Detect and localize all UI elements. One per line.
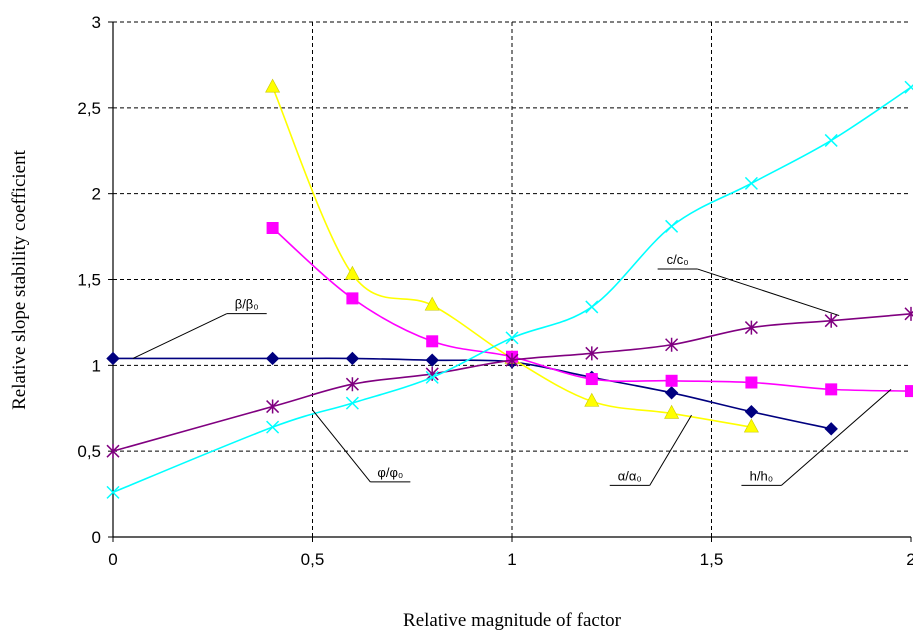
axes: 0 0,5 1 1,5 2 0 0,5 1 1,5 2 2,5 3: [77, 13, 913, 569]
data-point: [743, 418, 759, 433]
callouts: β/β₀ φ/φ₀ α/α₀ h/h₀ c/c₀: [132, 252, 892, 486]
data-point: [345, 377, 359, 392]
series-x: [106, 80, 913, 499]
data-point: [425, 366, 439, 381]
y-tick-label: 2,5: [77, 99, 101, 118]
data-point: [265, 351, 280, 366]
data-point: [584, 392, 600, 407]
data-point: [744, 404, 759, 419]
y-tick-label: 1: [92, 356, 101, 375]
data-point: [265, 78, 281, 93]
data-point: [346, 292, 359, 305]
data-point: [664, 404, 680, 419]
data-point: [106, 351, 120, 366]
data-point: [585, 346, 599, 361]
x-tick-label: 0: [108, 550, 117, 569]
callout-leader: [312, 409, 371, 483]
callout: h/h₀: [741, 388, 892, 486]
series-line: [112, 86, 912, 494]
data-point: [905, 385, 913, 398]
callout-leader: [781, 388, 892, 486]
y-tick-label: 0,5: [77, 442, 101, 461]
data-point: [664, 386, 679, 400]
series-square: [266, 222, 913, 398]
data-point: [106, 485, 120, 499]
data-point: [745, 376, 758, 389]
data-point: [824, 313, 838, 328]
callout-label: c/c₀: [667, 252, 689, 267]
callout: c/c₀: [657, 252, 840, 317]
data-point: [904, 306, 913, 321]
data-point: [425, 370, 439, 384]
data-point: [665, 337, 679, 352]
callout-leader: [697, 268, 840, 317]
data-point: [904, 80, 913, 94]
callout-label: α/α₀: [618, 468, 642, 483]
x-axis-title: Relative magnitude of factor: [403, 610, 622, 631]
grid: [113, 21, 911, 537]
data-point: [425, 353, 439, 367]
data-point: [824, 133, 838, 147]
data-point: [266, 420, 280, 434]
x-tick-label: 0,5: [301, 550, 325, 569]
callout: φ/φ₀: [312, 409, 411, 483]
data-point: [505, 353, 519, 368]
callout-leader: [649, 414, 692, 486]
data-point: [266, 399, 280, 414]
data-point: [585, 373, 598, 386]
data-point: [345, 396, 359, 410]
series-line: [272, 227, 912, 392]
y-axis-title: Relative slope stability coefficient: [9, 149, 30, 409]
series-line: [271, 86, 752, 428]
data-point: [426, 335, 439, 348]
data-point: [266, 222, 279, 234]
callout-label: β/β₀: [235, 297, 259, 312]
y-tick-label: 2: [92, 185, 101, 204]
x-tick-label: 1: [507, 550, 516, 569]
callout: β/β₀: [132, 297, 267, 359]
data-point: [744, 176, 758, 190]
data-point: [345, 351, 360, 366]
data-point: [744, 320, 758, 335]
y-tick-label: 1,5: [77, 271, 101, 290]
data-point: [585, 300, 599, 314]
data-point: [665, 374, 678, 387]
series-layer: [106, 78, 913, 499]
callout-leader: [132, 313, 227, 359]
x-tick-label: 1,5: [700, 550, 724, 569]
data-point: [424, 296, 440, 311]
series-line: [112, 313, 912, 452]
y-tick-label: 3: [92, 13, 101, 32]
x-tick-label: 2: [906, 550, 913, 569]
data-point: [505, 331, 519, 345]
data-point: [825, 383, 838, 396]
data-point: [824, 422, 838, 436]
data-point: [665, 219, 679, 233]
callout-label: h/h₀: [750, 468, 773, 483]
callout: α/α₀: [609, 414, 692, 486]
callout-label: φ/φ₀: [377, 465, 403, 480]
data-point: [106, 444, 120, 459]
y-tick-label: 0: [92, 528, 101, 547]
data-point: [344, 265, 360, 280]
series-asterisk: [106, 306, 913, 459]
